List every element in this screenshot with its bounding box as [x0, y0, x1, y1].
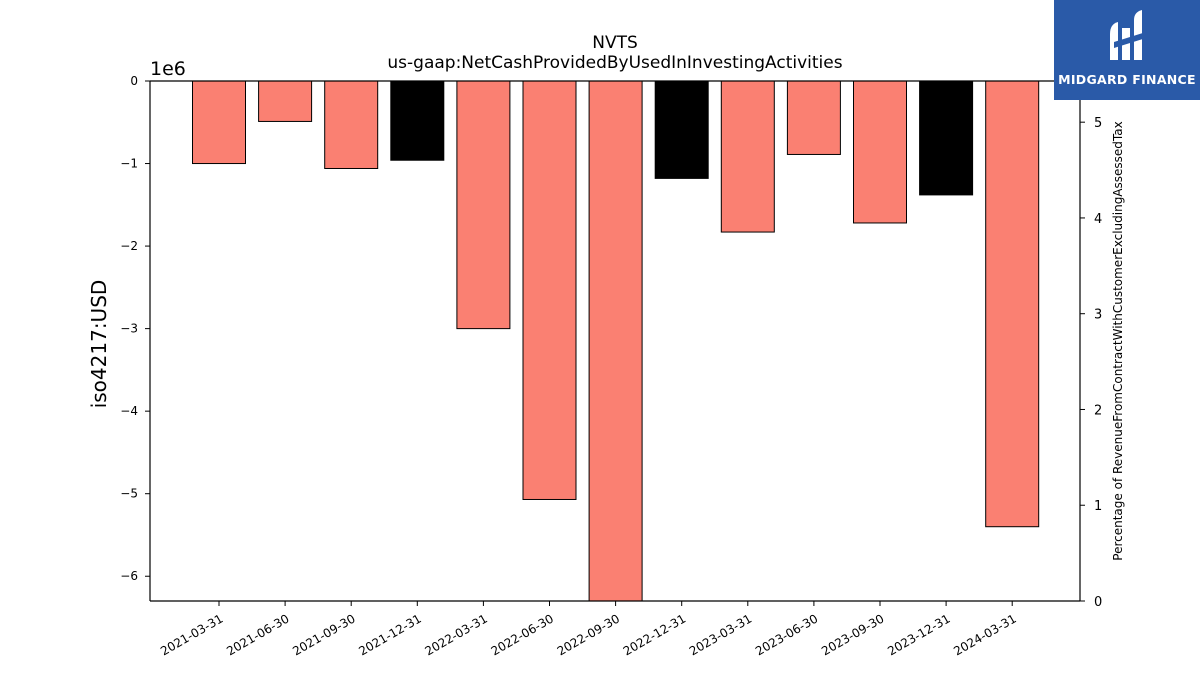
y-offset-label: 1e6 — [150, 58, 186, 80]
bar-2022-03-31 — [456, 80, 511, 330]
x-tick-label: 2022-12-31 — [621, 611, 688, 658]
bar-2023-12-31 — [919, 80, 974, 196]
x-tick-label: 2022-09-30 — [555, 611, 622, 658]
y2-tick-label: 3 — [1094, 308, 1102, 323]
y-tick-label: −3 — [120, 322, 138, 336]
x-tick-label: 2023-06-30 — [753, 611, 820, 658]
bar-2021-09-30 — [324, 80, 379, 169]
bar-2023-06-30 — [786, 80, 841, 155]
bar-2022-12-31 — [654, 80, 709, 179]
x-tick-label: 2021-03-31 — [158, 611, 225, 658]
bar-2022-06-30 — [522, 80, 577, 500]
logo-text: MIDGARD FINANCE — [1058, 72, 1196, 87]
x-tick-label: 2021-06-30 — [224, 611, 291, 658]
brand-logo: MIDGARD FINANCE — [1054, 0, 1200, 100]
y2-tick-label: 0 — [1094, 595, 1102, 610]
x-tick-label: 2024-03-31 — [951, 611, 1018, 658]
y2-tick-label: 4 — [1094, 212, 1102, 227]
x-tick-label: 2022-03-31 — [422, 611, 489, 658]
x-tick-label: 2023-12-31 — [885, 611, 952, 658]
x-tick-label: 2021-12-31 — [356, 611, 423, 658]
y-tick-label: −2 — [120, 239, 138, 253]
bars-group — [192, 80, 1040, 602]
bar-2021-12-31 — [390, 80, 445, 161]
x-tick-label: 2021-09-30 — [290, 611, 357, 658]
y2-tick-label: 2 — [1094, 403, 1102, 418]
chart-subtitle: us-gaap:NetCashProvidedByUsedInInvesting… — [387, 53, 842, 73]
y2-tick-label: 5 — [1094, 116, 1102, 131]
y2-axis-label: Percentage of RevenueFromContractWithCus… — [1111, 121, 1125, 560]
y-tick-label: −4 — [120, 404, 138, 418]
bar-2022-09-30 — [588, 80, 643, 602]
bar-2021-03-31 — [192, 80, 246, 165]
bar-2023-03-31 — [720, 80, 775, 233]
y-axis-label: iso4217:USD — [87, 280, 111, 409]
x-tick-label: 2023-03-31 — [687, 611, 754, 658]
bar-2023-09-30 — [853, 80, 907, 224]
x-tick-label: 2022-06-30 — [489, 611, 556, 658]
y2-tick-label: 1 — [1094, 499, 1102, 514]
y-tick-label: −6 — [120, 569, 138, 583]
y-tick-label: −5 — [120, 487, 138, 501]
y-tick-label: 0 — [130, 74, 138, 88]
bar-2021-06-30 — [258, 80, 313, 122]
y-tick-label: −1 — [120, 157, 138, 171]
midgard-logo-icon — [1110, 10, 1146, 60]
bar-2024-03-31 — [985, 80, 1040, 528]
chart-title: NVTS — [592, 33, 638, 53]
x-tick-label: 2023-09-30 — [819, 611, 886, 658]
